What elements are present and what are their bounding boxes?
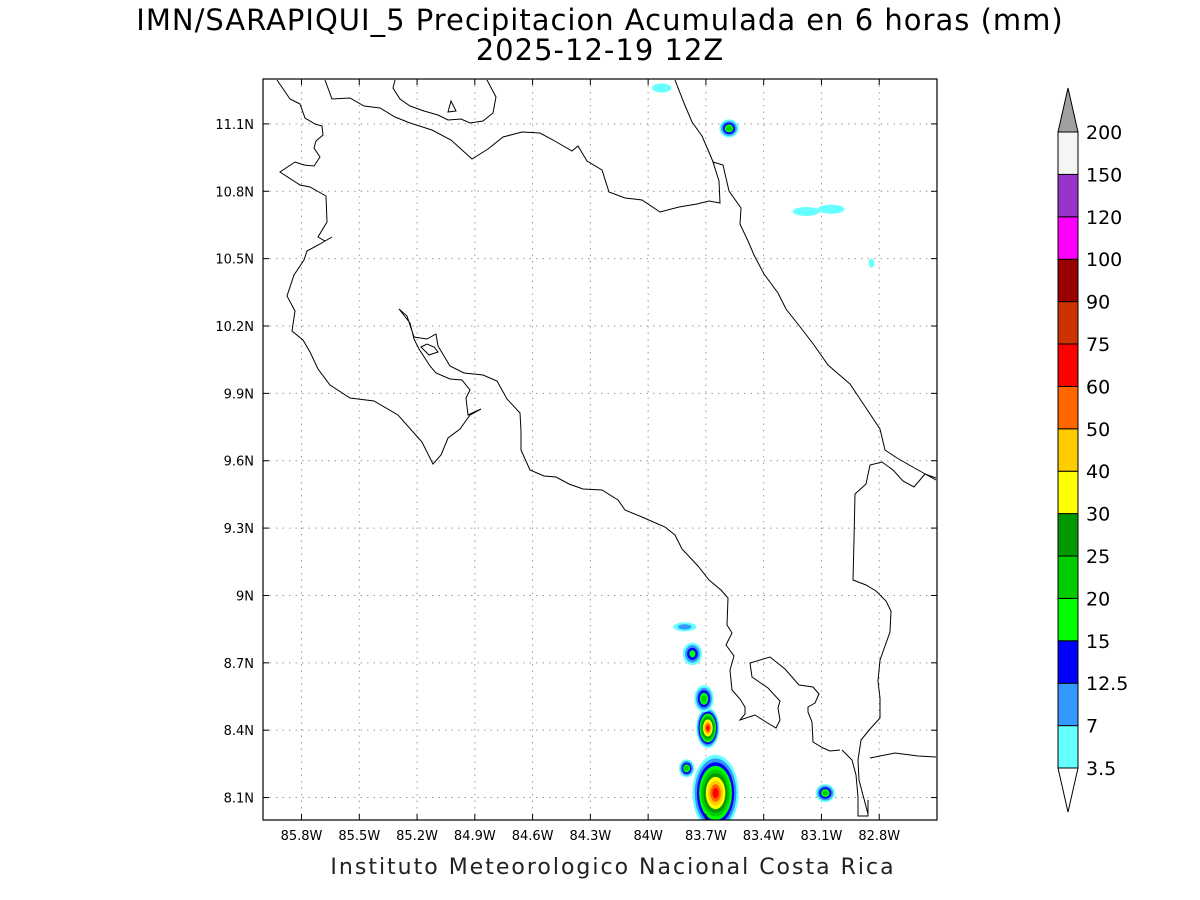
precip-cell-10	[817, 204, 845, 214]
colorbar-label-6: 30	[1086, 504, 1110, 526]
colorbar-label-4: 20	[1086, 588, 1110, 610]
precip-contour-8-0	[651, 83, 672, 93]
precip-cell-5	[719, 119, 739, 138]
colorbar-swatch-6	[1057, 470, 1079, 515]
precip-cell-11	[868, 258, 875, 268]
lat-tick-label-2: 8.7N	[224, 657, 254, 672]
colorbar-swatch-3	[1057, 597, 1079, 642]
colorbar-swatch-9	[1057, 343, 1079, 387]
graticule	[263, 79, 937, 820]
precipitation-field	[651, 83, 875, 820]
island-small-north	[447, 99, 457, 113]
precip-contour-10-0	[817, 204, 845, 214]
colorbar-label-15: 200	[1086, 122, 1122, 144]
precip-cell-8	[651, 83, 672, 93]
precip-cell-9	[792, 206, 820, 216]
colorbar-label-0: 3.5	[1086, 758, 1116, 780]
coastlines	[276, 79, 937, 817]
chart-subtitle-date: 2025-12-19 12Z	[475, 33, 725, 67]
coastline-burica	[841, 749, 869, 817]
lat-tick-label-1: 8.4N	[224, 724, 254, 739]
colorbar-label-5: 25	[1086, 546, 1110, 568]
precip-contour-1-9	[706, 725, 710, 731]
precip-contour-11-0	[868, 258, 875, 268]
lon-tick-label-0: 85.8W	[281, 829, 323, 844]
border-panama	[852, 461, 937, 815]
lat-tick-label-0: 8.1N	[224, 792, 254, 807]
precip-cell-0	[692, 754, 739, 820]
colorbar-label-8: 50	[1086, 419, 1110, 441]
coastline-caribbean-north	[674, 79, 715, 165]
precip-contour-4-4	[684, 766, 689, 771]
precip-contour-0-9	[712, 787, 719, 799]
precip-contour-7-1	[677, 624, 692, 630]
colorbar-swatch-2	[1057, 640, 1079, 684]
lon-tick-label-3: 84.9W	[454, 829, 496, 844]
credit-footer: Instituto Meteorologico Nacional Costa R…	[330, 855, 896, 880]
lon-tick-label-1: 85.5W	[338, 829, 380, 844]
precip-contour-3-3	[689, 650, 696, 658]
colorbar-swatch-11	[1057, 258, 1079, 303]
lat-tick-label-4: 9.3N	[224, 522, 254, 537]
map-frame	[262, 78, 938, 821]
colorbar-arrow-top	[1057, 87, 1079, 133]
coastline-panama-pacific	[869, 752, 937, 759]
precip-cell-2	[694, 685, 714, 713]
coastline-pacific-north	[276, 79, 841, 752]
chart-title: IMN/SARAPIQUI_5 Precipitacion Acumulada …	[136, 3, 1064, 37]
colorbar-label-1: 7	[1086, 716, 1098, 738]
lon-tick-label-8: 83.4W	[743, 829, 785, 844]
colorbar-label-11: 90	[1086, 292, 1110, 314]
colorbar-label-2: 12.5	[1086, 673, 1128, 695]
lat-tick-label-10: 11.1N	[215, 118, 254, 133]
map-background	[263, 79, 937, 820]
precip-contour-6-4	[822, 790, 828, 796]
island-chira	[420, 343, 439, 356]
precip-contour-2-4	[701, 695, 707, 703]
colorbar-swatch-14	[1057, 131, 1079, 175]
lon-tick-label-6: 84W	[633, 829, 663, 844]
coastline-caribbean	[324, 79, 937, 481]
colorbar-label-12: 100	[1086, 249, 1122, 271]
colorbar-label-3: 15	[1086, 631, 1110, 653]
colorbar-label-13: 120	[1086, 207, 1122, 229]
lat-tick-label-9: 10.8N	[215, 185, 254, 200]
precip-cell-4	[678, 759, 695, 778]
lon-tick-label-5: 84.3W	[569, 829, 611, 844]
colorbar-swatch-13	[1057, 173, 1079, 218]
lon-tick-label-10: 82.8W	[858, 829, 900, 844]
axis-ticks: 85.8W 85.5W 85.2W 84.9W 84.6W 84.3W 84W 83.7W 83…	[215, 79, 937, 844]
colorbar-swatch-0	[1057, 725, 1079, 769]
lon-tick-label-2: 85.2W	[396, 829, 438, 844]
precip-cell-1	[696, 707, 720, 749]
lon-tick-label-7: 83.7W	[685, 829, 727, 844]
lat-tick-label-6: 9.9N	[224, 387, 254, 402]
colorbar-label-9: 60	[1086, 376, 1110, 398]
lon-tick-label-4: 84.6W	[512, 829, 554, 844]
lat-tick-label-7: 10.2N	[215, 320, 254, 335]
lat-tick-label-8: 10.5N	[215, 253, 254, 268]
colorbar-swatch-10	[1057, 301, 1079, 345]
colorbar-swatch-8	[1057, 385, 1079, 430]
coastline-nicaragua-lake-shore	[392, 79, 497, 124]
precip-contour-9-0	[792, 206, 820, 216]
lat-tick-label-5: 9.6N	[224, 455, 254, 470]
colorbar-swatch-12	[1057, 216, 1079, 260]
colorbar-swatch-5	[1057, 513, 1079, 557]
colorbar-swatch-4	[1057, 555, 1079, 599]
precip-cell-7	[673, 622, 697, 632]
colorbar-swatch-1	[1057, 682, 1079, 727]
lon-tick-label-9: 83.1W	[801, 829, 843, 844]
colorbar-swatch-7	[1057, 428, 1079, 472]
colorbar-label-14: 150	[1086, 164, 1122, 186]
colorbar-label-10: 75	[1086, 334, 1110, 356]
precip-cell-3	[682, 642, 703, 666]
lat-tick-label-3: 9N	[236, 589, 254, 604]
colorbar-label-7: 40	[1086, 461, 1110, 483]
precip-contour-5-4	[726, 126, 732, 131]
precip-cell-6	[815, 784, 835, 803]
colorbar-arrow-bottom	[1057, 767, 1079, 813]
